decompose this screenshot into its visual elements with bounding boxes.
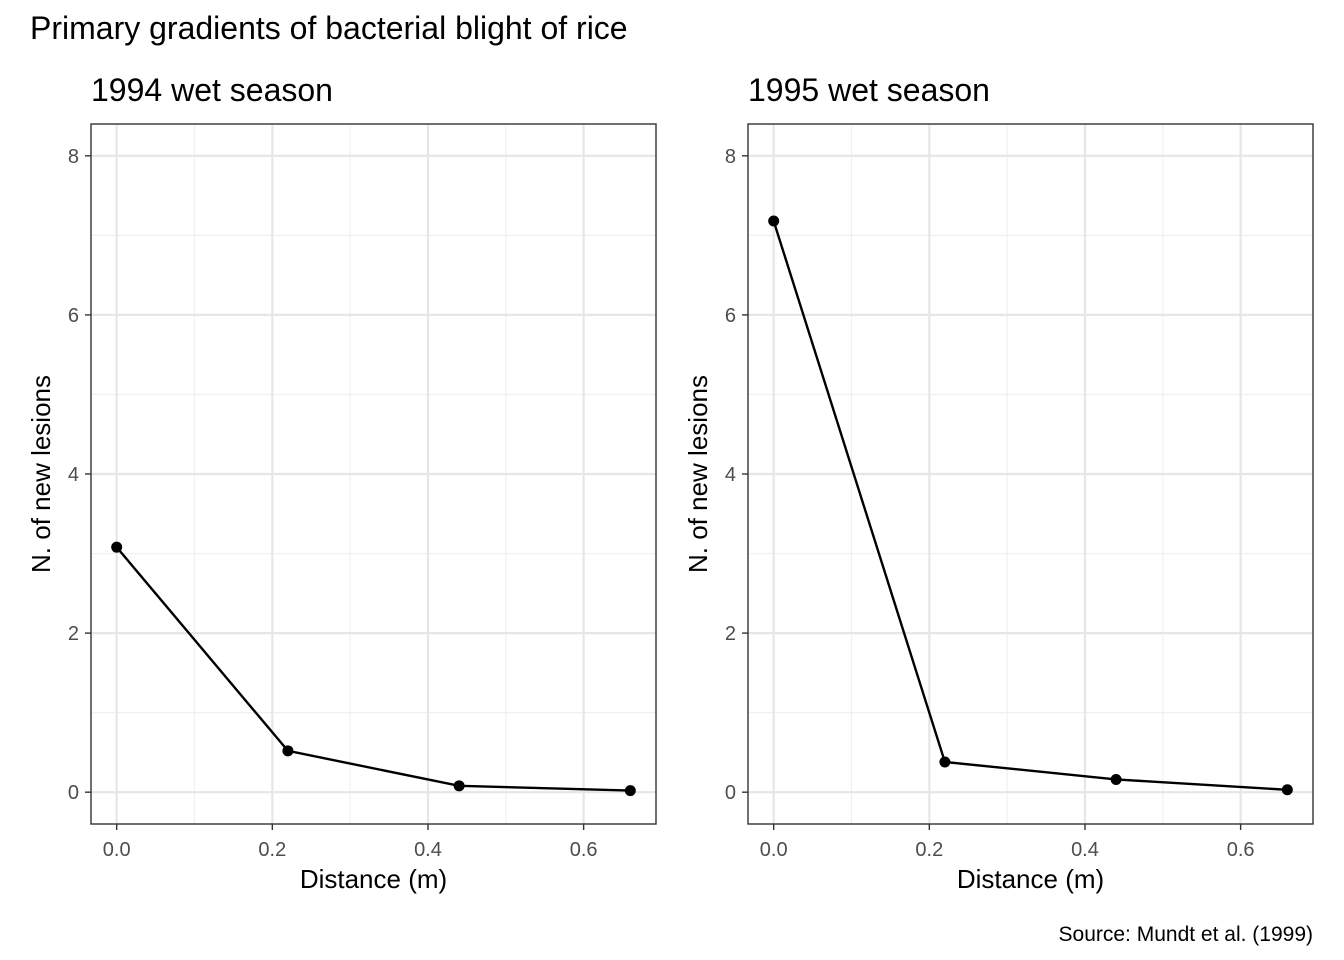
series-line	[115, 546, 631, 792]
y-tick-label: 6	[68, 305, 79, 327]
x-tick-label: 0.4	[1071, 839, 1099, 861]
x-tick-label: 0.0	[760, 839, 788, 861]
x-tick-label: 0.2	[915, 839, 943, 861]
panel-subtitle: 1994 wet season	[91, 72, 333, 108]
chart-caption: Source: Mundt et al. (1999)	[1059, 923, 1313, 946]
y-tick-label: 4	[725, 464, 736, 486]
x-tick-label: 0.6	[1227, 839, 1255, 861]
data-point	[453, 780, 465, 792]
panels: 0.0 0.2 0.4 0.6 0 2 4 6 8 1994 wet season Distance…	[26, 72, 1314, 894]
y-axis-title: N. of new lesions	[26, 375, 56, 573]
y-tick-label: 0	[68, 782, 79, 804]
data-point	[1110, 773, 1122, 785]
data-point	[768, 215, 780, 227]
y-tick-label: 0	[725, 782, 736, 804]
y-tick-label: 8	[725, 146, 736, 168]
panel-subtitle: 1995 wet season	[748, 72, 990, 108]
chart-title: Primary gradients of bacterial blight of…	[30, 10, 628, 46]
chart-panel-2: 0.0 0.2 0.4 0.6 0 2 4 6 8 1995 wet season Distance…	[683, 72, 1314, 894]
y-tick-label: 8	[68, 146, 79, 168]
y-tick-label: 2	[68, 623, 79, 645]
y-tick-label: 4	[68, 464, 79, 486]
x-axis-title: Distance (m)	[300, 864, 447, 894]
chart-panel-1: 0.0 0.2 0.4 0.6 0 2 4 6 8 1994 wet season Distance…	[26, 72, 657, 894]
x-tick-label: 0.6	[570, 839, 598, 861]
data-point	[111, 541, 123, 553]
y-tick-label: 2	[725, 623, 736, 645]
data-point	[282, 745, 294, 757]
data-point	[624, 785, 636, 797]
data-point	[939, 756, 951, 768]
x-tick-label: 0.0	[103, 839, 131, 861]
x-tick-label: 0.2	[258, 839, 286, 861]
x-axis-title: Distance (m)	[957, 864, 1104, 894]
series-line	[772, 220, 1288, 791]
y-axis-title: N. of new lesions	[683, 375, 713, 573]
data-point	[1281, 784, 1293, 796]
x-tick-label: 0.4	[414, 839, 442, 861]
y-tick-label: 6	[725, 305, 736, 327]
